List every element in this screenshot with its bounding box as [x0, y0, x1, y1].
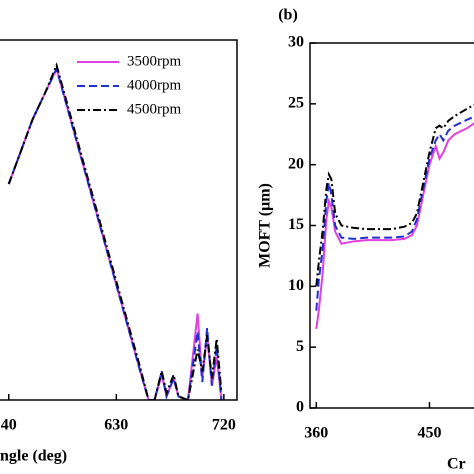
panel-label: (b): [278, 7, 298, 24]
plot-frame: [0, 39, 238, 401]
series-line: [315, 115, 474, 311]
y-tick-label: 15: [288, 216, 304, 233]
x-axis-label: Cr: [447, 456, 466, 473]
y-tick-label: 20: [288, 155, 304, 172]
x-tick-label: 450: [417, 425, 441, 442]
x-tick-label: 720: [212, 417, 236, 434]
y-tick-label: 30: [288, 34, 304, 51]
x-tick-label: 360: [304, 425, 328, 442]
y-tick-label: 25: [288, 95, 304, 112]
series-line: [315, 122, 474, 330]
y-tick-label: 0: [296, 399, 304, 416]
plot-frame: [309, 42, 474, 409]
legend-label: 3500rpm: [127, 53, 181, 69]
x-tick-label: 630: [104, 417, 128, 434]
y-tick-label: 5: [296, 338, 304, 355]
series-line: [7, 65, 223, 400]
legend-label: 4000rpm: [127, 77, 181, 93]
series-line: [7, 65, 223, 400]
y-axis-label: MOFT (μm): [257, 183, 274, 268]
series-line: [315, 103, 474, 287]
legend-label: 4500rpm: [127, 101, 181, 117]
y-tick-label: 10: [288, 277, 304, 294]
x-tick-label: 40: [1, 417, 17, 434]
series-line: [7, 62, 223, 400]
x-axis-label: ngle (deg): [0, 448, 67, 465]
